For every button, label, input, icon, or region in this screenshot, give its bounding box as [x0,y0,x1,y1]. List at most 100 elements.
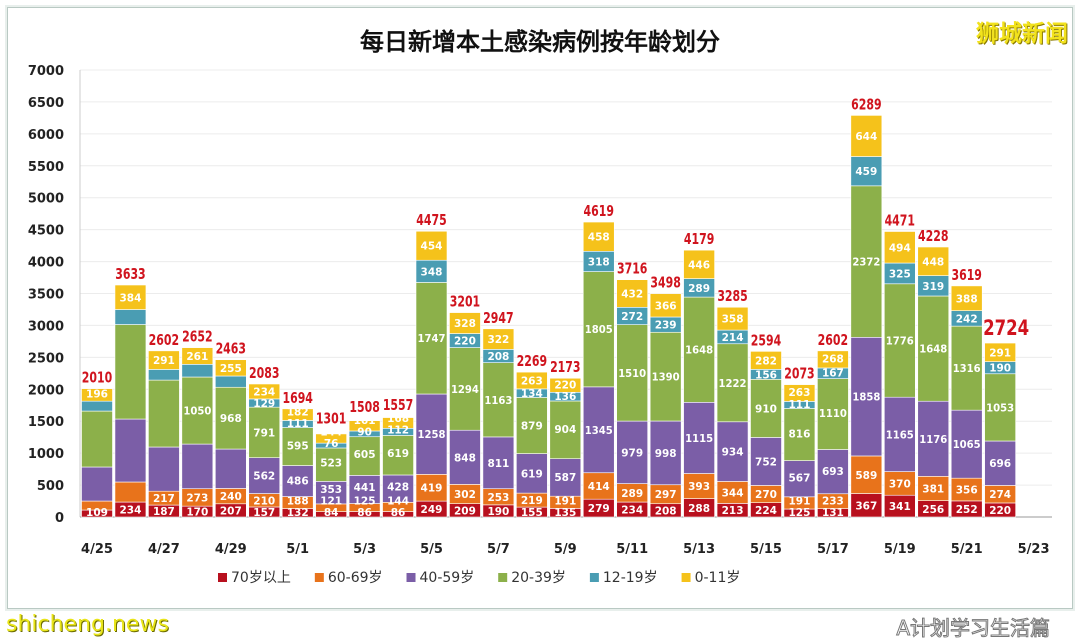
bar-segment [683,296,715,403]
segment-label: 644 [855,131,877,143]
bar-segment [181,376,214,445]
segment-label: 934 [722,447,744,459]
y-tick-label: 0 [55,511,64,526]
segment-label: 282 [755,355,777,367]
segment-label: 904 [554,424,576,436]
segment-label: 274 [989,489,1011,501]
y-tick-label: 1500 [28,415,64,430]
segment-label: 291 [153,355,175,367]
bar-segment [415,230,448,261]
x-tick-label: 4/25 [81,542,113,557]
total-label: 2463 [216,340,246,358]
segment-label: 288 [688,503,710,515]
segment-label: 1163 [484,395,512,407]
watermark-bottom-right: A计划学习生活篇 [896,616,1051,641]
segment-label: 263 [788,387,810,399]
segment-label: 234 [119,505,141,517]
legend-swatch [498,573,508,582]
segment-label: 432 [621,289,643,301]
segment-label: 270 [755,489,777,501]
segment-label: 1065 [953,439,981,451]
total-label: 3716 [617,260,647,278]
total-label: 4475 [416,211,446,229]
segment-label: 111 [788,399,810,411]
total-label: 3498 [650,274,680,292]
bar-segment [783,384,816,402]
bar-segment [616,420,649,484]
bar-segment [549,377,582,393]
x-tick-label: 5/11 [616,542,648,557]
watermark-bottom-left: shicheng.news [6,612,169,637]
segment-label: 268 [822,354,844,366]
bar-segment [649,420,682,486]
segment-label: 86 [357,507,372,519]
segment-label: 129 [253,398,275,410]
segment-label: 393 [688,481,710,493]
bar-segment [114,418,147,483]
legend-swatch [589,573,599,582]
segment-label: 595 [287,441,309,453]
segment-label: 132 [287,507,309,519]
bar-segment [215,386,247,450]
segment-label: 979 [621,447,643,459]
bar-segment [984,342,1016,362]
segment-label: 319 [922,281,944,293]
segment-label: 1776 [886,335,914,347]
segment-label: 213 [722,505,744,517]
segment-label: 234 [621,505,643,517]
segment-label: 341 [889,501,911,513]
total-label: 4228 [918,227,948,245]
bar-segment [649,293,682,318]
x-tick-label: 5/3 [353,542,376,557]
segment-label: 486 [287,475,309,487]
segment-label: 207 [220,505,242,517]
segment-label: 134 [521,388,543,400]
segment-label: 358 [722,314,744,326]
total-label: 2010 [82,369,112,387]
segment-label: 155 [521,507,543,519]
segment-label: 220 [554,379,576,391]
segment-label: 210 [253,495,275,507]
bar-segment [516,397,548,454]
x-tick-label: 4/27 [148,542,180,557]
segment-label: 1390 [652,372,680,384]
bar-segment [582,472,615,500]
segment-label: 752 [755,456,777,468]
bar-segment [181,443,214,490]
bar-segment [248,406,281,458]
bar-segment [616,324,649,422]
bar-segment [215,359,247,377]
segment-label: 1050 [183,406,211,418]
segment-label: 1165 [886,429,914,441]
segment-label: 168 [387,413,409,425]
segment-label: 214 [722,332,744,344]
segment-label: 1176 [919,434,947,446]
segment-label: 220 [989,505,1011,517]
segment-label: 459 [855,166,877,178]
bar-segment [114,284,147,310]
segment-label: 121 [320,496,342,508]
segment-label: 344 [722,487,744,499]
segment-label: 220 [454,336,476,348]
bar-segment [148,350,180,370]
total-label: 2652 [182,328,212,346]
segment-label: 109 [86,507,108,519]
y-tick-label: 3500 [28,288,64,303]
bar-segment [750,437,782,486]
segment-label: 381 [922,483,944,495]
legend-label: 70岁以上 [231,570,291,586]
segment-label: 131 [822,507,844,519]
segment-label: 112 [387,425,409,437]
bar-segment [817,378,849,450]
total-label: 2173 [550,358,580,376]
segment-label: 263 [521,375,543,387]
bar-segment [582,386,615,474]
segment-label: 190 [487,506,509,518]
bar-segment [348,475,381,504]
segment-label: 1258 [418,429,446,441]
legend-swatch [314,573,324,582]
segment-label: 696 [989,458,1011,470]
total-label: 2602 [818,331,848,349]
segment-label: 322 [487,334,509,346]
total-label: 4471 [885,211,915,229]
